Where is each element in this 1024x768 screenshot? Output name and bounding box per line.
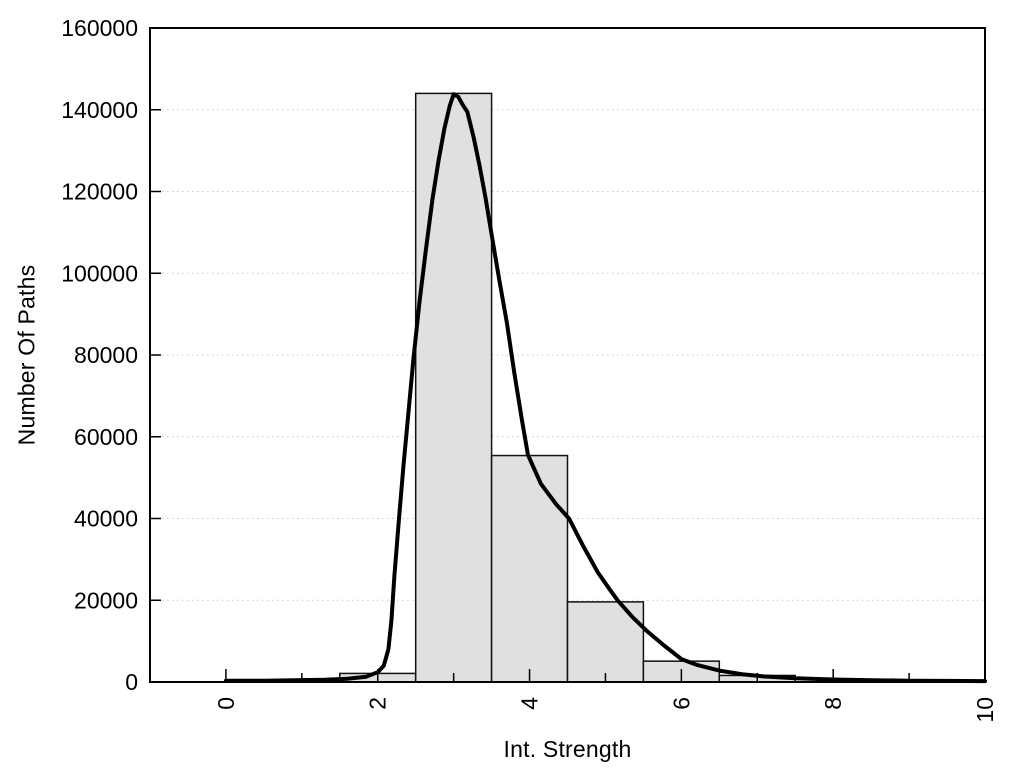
y-tick-label: 140000: [61, 97, 138, 123]
y-tick-label: 100000: [61, 260, 138, 286]
x-tick-label: 0: [213, 697, 239, 710]
x-tick-label: 10: [972, 697, 998, 723]
histogram-bar: [490, 454, 569, 683]
y-axis-title: Number Of Paths: [13, 264, 40, 446]
y-tick-label: 60000: [74, 424, 138, 450]
y-tick-label: 40000: [74, 506, 138, 532]
x-tick-label: 4: [517, 697, 543, 710]
x-tick-label: 6: [668, 697, 694, 710]
fit-curve: [223, 92, 987, 684]
y-tick-label: 20000: [74, 587, 138, 613]
y-tick-label: 0: [125, 669, 138, 695]
x-tick-label: 2: [365, 697, 391, 710]
axis-frame: [149, 27, 986, 683]
x-axis-title: Int. Strength: [503, 736, 632, 762]
histogram-bar: [414, 92, 493, 683]
y-tick-label: 80000: [74, 342, 138, 368]
y-tick-label: 120000: [61, 179, 138, 205]
x-tick-label: 8: [820, 697, 846, 710]
y-tick-label: 160000: [61, 15, 138, 41]
